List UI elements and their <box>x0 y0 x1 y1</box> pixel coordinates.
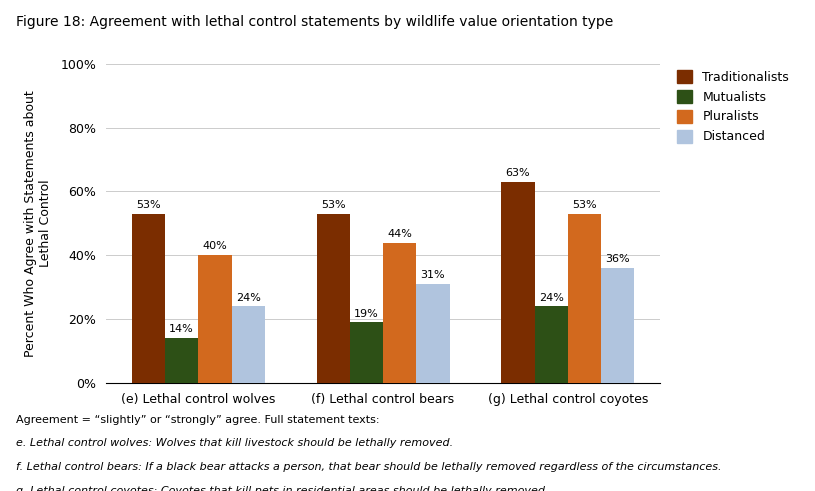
Text: 63%: 63% <box>505 168 531 178</box>
Text: 19%: 19% <box>354 308 379 319</box>
Bar <box>568 214 601 383</box>
Text: 14%: 14% <box>170 325 194 334</box>
Text: 53%: 53% <box>136 200 161 210</box>
Text: 53%: 53% <box>321 200 346 210</box>
Y-axis label: Percent Who Agree with Statements about
Lethal Control: Percent Who Agree with Statements about … <box>24 90 52 357</box>
Bar <box>350 323 383 383</box>
Text: g. Lethal control coyotes: Coyotes that kill pets in residential areas should be: g. Lethal control coyotes: Coyotes that … <box>16 486 548 491</box>
Bar <box>535 306 568 383</box>
Bar <box>231 306 265 383</box>
Text: 31%: 31% <box>421 270 445 280</box>
Bar <box>383 243 416 383</box>
Legend: Traditionalists, Mutualists, Pluralists, Distanced: Traditionalists, Mutualists, Pluralists,… <box>677 70 789 143</box>
Text: f. Lethal control bears: If a black bear attacks a person, that bear should be l: f. Lethal control bears: If a black bear… <box>16 462 722 472</box>
Bar <box>601 268 634 383</box>
Bar <box>165 338 198 383</box>
Text: Agreement = “slightly” or “strongly” agree. Full statement texts:: Agreement = “slightly” or “strongly” agr… <box>16 415 380 425</box>
Bar <box>316 214 350 383</box>
Text: 53%: 53% <box>572 200 597 210</box>
Text: 44%: 44% <box>387 229 412 239</box>
Bar <box>198 255 231 383</box>
Text: 24%: 24% <box>236 293 261 302</box>
Text: 40%: 40% <box>203 242 227 251</box>
Text: 36%: 36% <box>606 254 630 264</box>
Bar <box>501 182 535 383</box>
Bar <box>416 284 450 383</box>
Text: Figure 18: Agreement with lethal control statements by wildlife value orientatio: Figure 18: Agreement with lethal control… <box>16 15 614 29</box>
Text: e. Lethal control wolves: Wolves that kill livestock should be lethally removed.: e. Lethal control wolves: Wolves that ki… <box>16 438 453 448</box>
Bar <box>132 214 165 383</box>
Text: 24%: 24% <box>539 293 564 302</box>
